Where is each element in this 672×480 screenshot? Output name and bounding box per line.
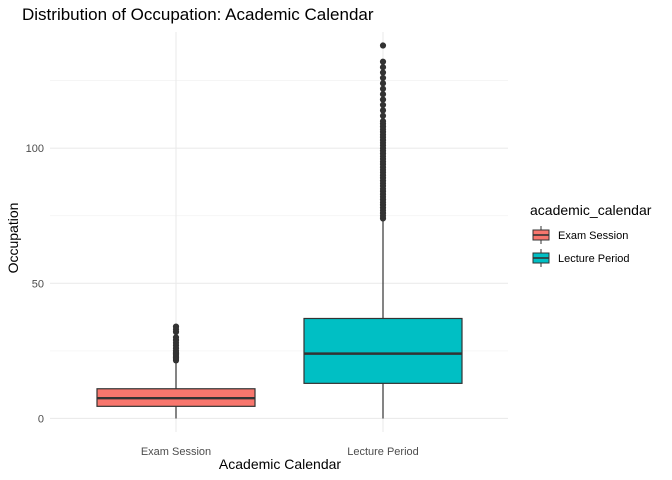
legend-key	[532, 249, 550, 267]
outlier-point	[379, 64, 387, 71]
outlier-point	[379, 58, 387, 65]
y-tick-label: 100	[26, 143, 44, 155]
outlier-point	[379, 101, 387, 109]
y-tick-label: 50	[32, 278, 44, 290]
outlier-point	[379, 112, 387, 119]
boxes	[96, 42, 463, 419]
outlier-point	[379, 107, 387, 114]
outlier-point	[379, 69, 387, 76]
legend: academic_calendar Exam Session Lecture Pe…	[530, 202, 652, 267]
grid-lines	[50, 32, 508, 432]
box	[303, 317, 463, 384]
outlier-point	[379, 85, 387, 92]
outlier-point	[379, 80, 387, 87]
outlier-point	[379, 91, 387, 98]
x-tick-label: Lecture Period	[347, 446, 419, 458]
box-group	[96, 323, 256, 419]
box-group	[303, 42, 463, 419]
outlier-point	[379, 74, 387, 82]
x-axis-title: Academic Calendar	[219, 456, 342, 472]
legend-key	[532, 226, 550, 244]
legend-title: academic_calendar	[530, 202, 652, 218]
x-tick-label: Exam Session	[141, 446, 211, 458]
legend-label: Lecture Period	[558, 253, 630, 265]
outlier-point	[379, 96, 387, 103]
outlier-point	[172, 334, 180, 341]
y-axis-title: Occupation	[5, 203, 21, 274]
chart-title: Distribution of Occupation: Academic Cal…	[22, 5, 374, 24]
outlier-point	[379, 118, 387, 125]
outlier-point	[172, 323, 180, 330]
x-tick-labels: Exam Session Lecture Period	[141, 446, 419, 458]
outlier-point	[379, 42, 387, 49]
legend-label: Exam Session	[558, 230, 628, 242]
y-tick-label: 0	[38, 413, 44, 425]
y-tick-labels: 0 50 100	[26, 143, 44, 425]
